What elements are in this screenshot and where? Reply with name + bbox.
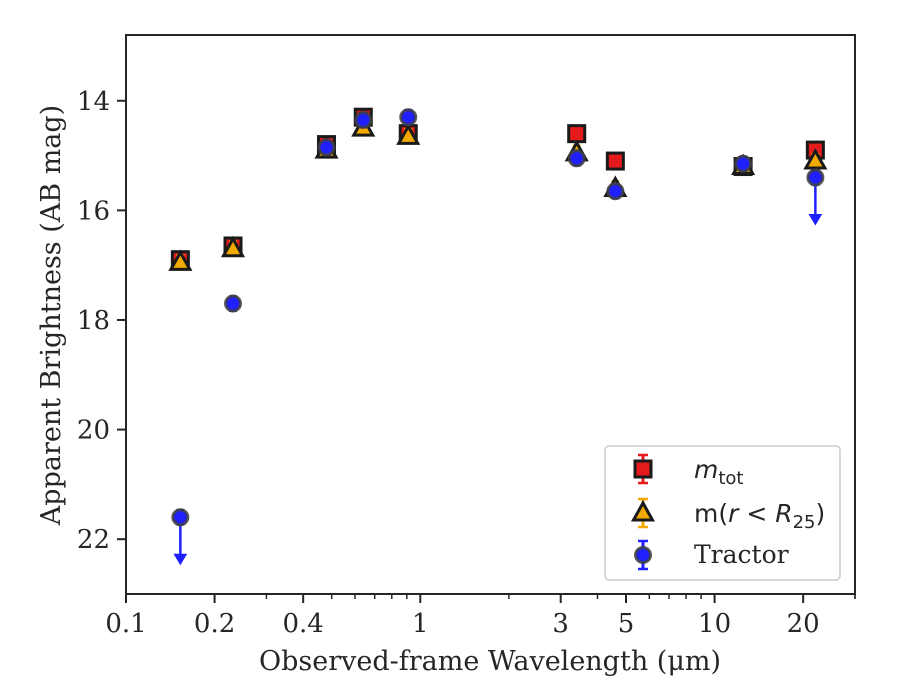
series-tractor	[171, 108, 825, 566]
y-axis: 14 16 18 20 22	[77, 87, 126, 555]
legend: mtot m(r < R25) Tractor	[604, 445, 841, 581]
x-tick-label: 1	[412, 609, 429, 639]
tractor-point	[567, 149, 586, 168]
legend-label-tractor: Tractor	[694, 540, 789, 569]
y-tick-label: 22	[77, 525, 110, 555]
y-tick-label: 14	[77, 87, 110, 117]
mr25-point	[168, 249, 193, 271]
legend-label-mr25: m(r < R25)	[694, 499, 825, 533]
x-tick-label: 3	[552, 609, 569, 639]
x-tick-label: 5	[618, 609, 635, 639]
upper-limit-arrowhead	[808, 213, 823, 226]
upper-limit-arrowhead	[173, 553, 188, 566]
x-axis-title: Observed-frame Wavelength (μm)	[259, 646, 721, 677]
legend-keys	[630, 453, 656, 571]
x-tick-label: 0.2	[194, 609, 235, 639]
mr25-point	[396, 123, 421, 145]
tractor-point	[317, 138, 336, 157]
tractor-point	[806, 168, 825, 187]
legend-label-mtot: mtot	[694, 455, 744, 489]
tractor-point	[734, 154, 753, 173]
legend-marker-mr25	[630, 499, 656, 522]
tractor-point	[171, 508, 190, 527]
tractor-point	[606, 182, 625, 201]
mr25-point	[803, 147, 828, 170]
x-tick-label: 20	[787, 609, 820, 639]
series-mr25	[168, 115, 828, 271]
mr25-point	[220, 235, 246, 258]
tractor-point	[399, 108, 418, 127]
y-tick-label: 20	[77, 416, 110, 446]
mtot-point	[567, 124, 587, 144]
x-tick-label: 10	[698, 609, 731, 639]
tractor-point	[354, 110, 373, 129]
x-tick-label: 0.4	[283, 609, 324, 639]
tractor-point	[224, 294, 243, 313]
series-mtot	[170, 107, 825, 270]
x-axis: 0.1 0.2 0.4 1 3 5 10 20	[105, 594, 856, 639]
y-tick-label: 16	[77, 196, 110, 226]
y-tick-label: 18	[77, 306, 110, 336]
y-axis-title: Apparent Brightness (AB mag)	[36, 105, 67, 526]
legend-marker-tractor	[634, 546, 652, 564]
data-marks	[168, 107, 828, 566]
legend-box	[604, 445, 841, 581]
legend-marker-mtot	[633, 459, 653, 479]
x-tick-label: 0.1	[105, 609, 146, 639]
plot-frame	[125, 34, 856, 595]
mtot-point	[605, 151, 625, 171]
